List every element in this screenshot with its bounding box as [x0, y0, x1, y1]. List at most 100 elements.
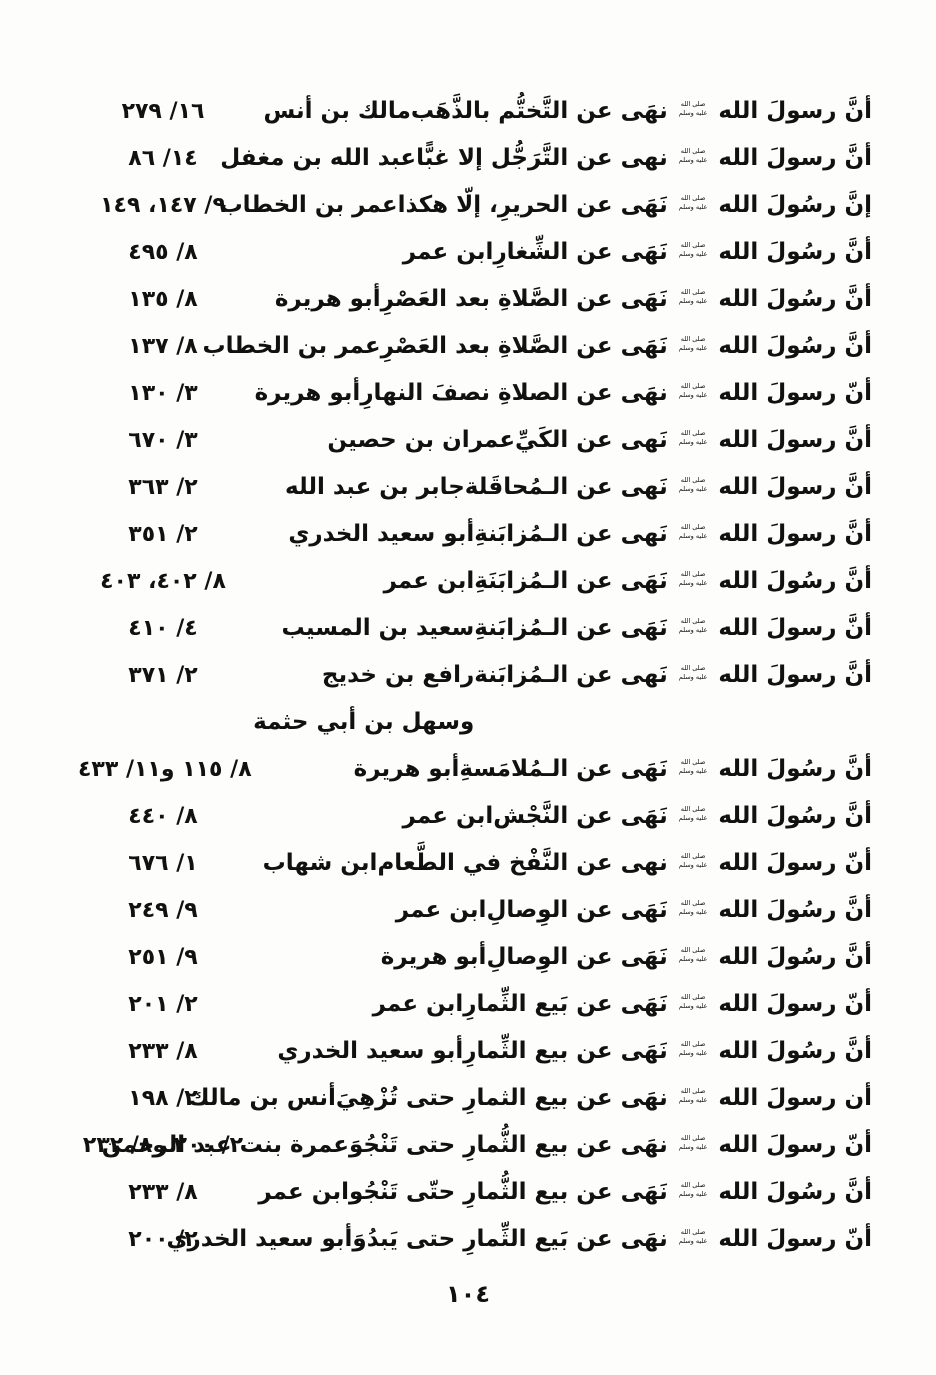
- hadith-text-start: أنَّ رسولَ الله: [718, 427, 872, 453]
- reference-number: ٩/ ٢٤٩: [128, 898, 198, 923]
- hadith-text: أنَّ رسولَ الله صلى الله عليه وسلم نَهى ع…: [474, 652, 872, 699]
- hadith-text-rest: نَهَى عن بيع الثِّمارِ: [463, 1038, 668, 1064]
- reference-number: ٣/ ٦٧٠: [128, 428, 198, 453]
- hadith-text-start: أنَّ رسُولَ الله: [718, 333, 872, 359]
- hadith-text-start: أنّ رسولَ الله: [718, 380, 872, 406]
- reference-number: ٨/ ١٣٥: [128, 287, 198, 312]
- hadith-text: أنَّ رسُولَ الله صلى الله عليه وسلم نَهَى…: [381, 276, 872, 323]
- hadith-row: أنَّ رسُولَ الله صلى الله عليه وسلم نَهَى…: [78, 746, 872, 793]
- reference-number: ٨/ ١٣٧: [128, 334, 198, 359]
- hadith-row: أنَّ رسُولَ الله صلى الله عليه وسلم نَهَى…: [78, 934, 872, 981]
- narrator-cell: جابر بن عبد الله: [248, 464, 465, 511]
- hadith-text: أنَّ رسُولَ الله صلى الله عليه وسلم نَهَى…: [493, 793, 872, 840]
- honorific-line-1: صلى الله: [680, 194, 706, 203]
- hadith-text: أنَّ رسُولَ الله صلى الله عليه وسلم نَهَى…: [463, 1028, 872, 1075]
- hadith-text: أنّ رسولَ الله صلى الله عليه وسلم نهى عن …: [377, 840, 872, 887]
- honorific-line-2: عليه وسلم: [678, 531, 708, 540]
- prophet-honorific-icon: صلى الله عليه وسلم: [679, 1134, 708, 1150]
- honorific-line-2: عليه وسلم: [678, 390, 708, 399]
- hadith-text-start: أنَّ رسُولَ الله: [718, 1179, 872, 1205]
- hadith-index-list: أنَّ رسولَ الله صلى الله عليه وسلم نهَى ع…: [78, 88, 872, 1263]
- hadith-row: أنّ رسولَ الله صلى الله عليه وسلم نَهَى ع…: [78, 981, 872, 1028]
- hadith-text-rest: نَهَى عن بيع الثُّمارِ حتّى تَنْجُو: [349, 1179, 668, 1205]
- hadith-text-rest: نهَى عن بَيع الثِّمارِ حتى يَبدُوَ: [352, 1226, 668, 1252]
- honorific-line-1: صلى الله: [680, 1134, 706, 1143]
- prophet-honorific-icon: صلى الله عليه وسلم: [679, 993, 708, 1009]
- hadith-text-start: أنّ رسولَ الله: [718, 1226, 872, 1252]
- prophet-honorific-icon: صلى الله عليه وسلم: [679, 523, 708, 539]
- honorific-line-1: صلى الله: [680, 664, 706, 673]
- honorific-line-1: صلى الله: [680, 523, 706, 532]
- hadith-row: أنَّ رسُولَ الله صلى الله عليه وسلم نَهَى…: [78, 558, 872, 605]
- prophet-honorific-icon: صلى الله عليه وسلم: [679, 570, 708, 586]
- hadith-text-start: إنَّ رسُولَ الله: [718, 192, 872, 218]
- honorific-line-1: صلى الله: [680, 429, 706, 438]
- hadith-text: أنَّ رسُولَ الله صلى الله عليه وسلم نَهَى…: [459, 746, 872, 793]
- hadith-text-rest: نهَى عن بيع الثمارِ حتى تُزْهِيَ: [335, 1085, 668, 1111]
- honorific-line-1: صلى الله: [680, 570, 706, 579]
- hadith-text-start: أنّ رسولَ الله: [718, 991, 872, 1017]
- hadith-text-rest: نَهَى عن الشِّغارِ: [493, 239, 668, 265]
- honorific-line-2: عليه وسلم: [678, 1001, 708, 1010]
- hadith-row: أنَّ رسُولَ الله صلى الله عليه وسلم نَهَى…: [78, 276, 872, 323]
- hadith-row: أنَّ رسولَ الله صلى الله عليه وسلم نَهى ع…: [78, 652, 872, 746]
- hadith-text-rest: نَهَى عن الـمُزابَنةِ: [474, 615, 668, 641]
- narrator-name: عبد الله بن مغفل: [220, 145, 417, 171]
- hadith-row: إنَّ رسُولَ الله صلى الله عليه وسلم نَهَى…: [78, 182, 872, 229]
- honorific-line-1: صلى الله: [680, 382, 706, 391]
- honorific-line-1: صلى الله: [680, 852, 706, 861]
- hadith-row: أنَّ رسُولَ الله صلى الله عليه وسلم نَهَى…: [78, 793, 872, 840]
- hadith-text: أنَّ رسُولَ الله صلى الله عليه وسلم نَهَى…: [493, 229, 872, 276]
- prophet-honorific-icon: صلى الله عليه وسلم: [679, 429, 708, 445]
- reference-number: ٨/ ١١٥ و١١/ ٤٣٣: [78, 757, 252, 782]
- hadith-row: أنَّ رسولَ الله صلى الله عليه وسلم نَهَى …: [78, 605, 872, 652]
- hadith-text-start: أنَّ رسُولَ الله: [718, 756, 872, 782]
- hadith-text-rest: نهَى عن الصلاةِ نصفَ النهارِ: [360, 380, 668, 406]
- reference-number: ٨/ ٤٩٥: [128, 240, 198, 265]
- narrator-cell: عمران بن حصين: [248, 417, 515, 464]
- honorific-line-2: عليه وسلم: [678, 437, 708, 446]
- hadith-text-rest: نَهَى عن بَيع الثِّمارِ: [463, 991, 668, 1017]
- honorific-line-2: عليه وسلم: [678, 1095, 708, 1104]
- honorific-line-2: عليه وسلم: [678, 860, 708, 869]
- hadith-text-start: أنَّ رسُولَ الله: [718, 239, 872, 265]
- hadith-text: أنَّ رسُولَ الله صلى الله عليه وسلم نَهَى…: [349, 1169, 872, 1216]
- hadith-text-start: أنَّ رسُولَ الله: [718, 803, 872, 829]
- prophet-honorific-icon: صلى الله عليه وسلم: [679, 241, 708, 257]
- reference-number: ٨/ ٢٣٣: [128, 1180, 198, 1205]
- honorific-line-1: صلى الله: [680, 288, 706, 297]
- narrator-name: رافع بن خديج: [321, 662, 475, 688]
- hadith-text-start: أنَّ رسُولَ الله: [718, 568, 872, 594]
- prophet-honorific-icon: صلى الله عليه وسلم: [679, 664, 708, 680]
- honorific-line-2: عليه وسلم: [678, 155, 708, 164]
- hadith-text-start: أنّ رسولَ الله: [718, 850, 872, 876]
- reference-number: ٣/ ١٣٠: [128, 381, 198, 406]
- reference-number: ٢/ ٢٠٠ و٨/ ٢٣٢: [82, 1133, 244, 1158]
- hadith-row: أنَّ رسُولَ الله صلى الله عليه وسلم نَهَى…: [78, 323, 872, 370]
- prophet-honorific-icon: صلى الله عليه وسلم: [679, 382, 708, 398]
- prophet-honorific-icon: صلى الله عليه وسلم: [679, 946, 708, 962]
- narrator-cell: ابن عمر: [248, 558, 475, 605]
- hadith-text: أنَّ رسُولَ الله صلى الله عليه وسلم نَهَى…: [486, 887, 872, 934]
- narrator-cell: عمر بن الخطاب: [203, 323, 381, 370]
- hadith-text-rest: نَهى عن الكَيِّ: [515, 427, 668, 453]
- hadith-text: أنَّ رسولَ الله صلى الله عليه وسلم نَهَى …: [474, 605, 872, 652]
- narrator-name: أبو هريرة: [380, 944, 487, 970]
- narrator-cell: أنس بن مالك: [189, 1075, 336, 1122]
- hadith-text-start: أنَّ رسُولَ الله: [718, 286, 872, 312]
- hadith-text-rest: نَهَى عن الصَّلاةِ بعد العَصْرِ: [380, 333, 668, 359]
- honorific-line-1: صلى الله: [680, 1087, 706, 1096]
- hadith-text: أنَّ رسولَ الله صلى الله عليه وسلم نَهى ع…: [474, 511, 872, 558]
- honorific-line-2: عليه وسلم: [678, 484, 708, 493]
- hadith-text-rest: نَهَى عن الحريرِ، إلّا هكذا: [397, 192, 668, 218]
- reference-number: ٤/ ٤١٠: [128, 616, 198, 641]
- narrator-cell: أبو هريرة: [248, 370, 361, 417]
- reference-number: ١/ ٦٧٦: [128, 851, 198, 876]
- narrator-name: سعيد بن المسيب: [281, 615, 475, 641]
- hadith-text: إنَّ رسُولَ الله صلى الله عليه وسلم نَهَى…: [398, 182, 872, 229]
- hadith-text-rest: نهى عن التَّرَجُّل إلا غبًّا: [416, 145, 668, 171]
- hadith-text-start: أنَّ رسولَ الله: [718, 521, 872, 547]
- narrator-cell: سعيد بن المسيب: [248, 605, 475, 652]
- narrator-name: أبو سعيد الخدري: [277, 1038, 464, 1064]
